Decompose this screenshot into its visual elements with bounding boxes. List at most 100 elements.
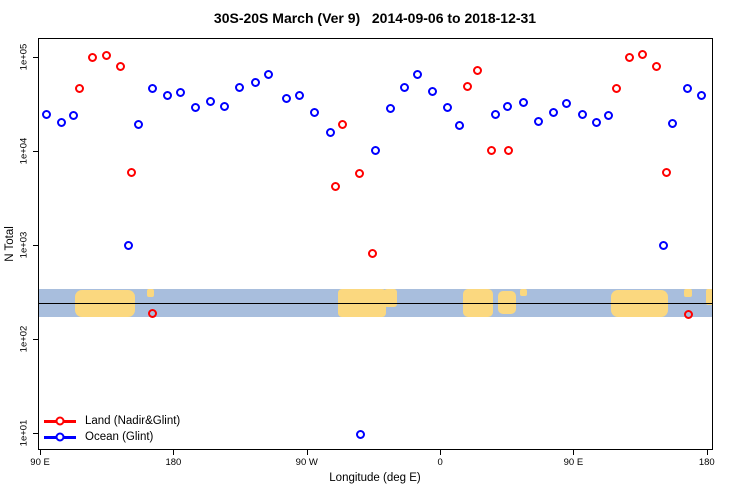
land-shape-south-america	[337, 289, 387, 318]
y-axis-tick	[33, 244, 38, 246]
land-shape-madagascar	[498, 290, 516, 314]
data-point-land	[116, 61, 126, 71]
data-point-ocean	[123, 241, 133, 251]
y-axis-tick-label: 1e+03	[18, 231, 30, 259]
y-axis-tick	[33, 150, 38, 152]
data-point-ocean	[147, 83, 157, 93]
land-shape-new-caledonia-pass1	[147, 289, 155, 298]
y-axis-tick-label: 1e+01	[18, 419, 30, 447]
x-axis-tick-label: 90 W	[295, 457, 318, 468]
data-point-land	[148, 309, 158, 319]
data-point-ocean	[41, 109, 51, 119]
plot-area	[38, 38, 713, 450]
data-point-ocean	[549, 107, 559, 117]
data-point-ocean	[491, 109, 501, 119]
x-axis-label: Longitude (deg E)	[329, 472, 421, 484]
x-axis-tick-label: 180	[698, 457, 715, 468]
x-axis-tick	[440, 450, 442, 455]
x-axis-tick	[173, 450, 175, 455]
x-axis-tick-label: 180	[165, 457, 182, 468]
data-point-ocean	[295, 91, 305, 101]
legend-open-circle-icon	[55, 416, 65, 426]
data-point-ocean	[428, 87, 438, 97]
y-axis-tick-label: 1e+05	[18, 43, 30, 71]
legend: Land (Nadir&Glint) Ocean (Glint)	[44, 413, 180, 445]
y-axis-tick	[33, 56, 38, 58]
x-axis-tick	[573, 450, 575, 455]
data-point-land	[368, 248, 378, 258]
data-point-ocean	[133, 120, 143, 130]
data-point-land	[101, 50, 111, 60]
plot-frame	[38, 38, 713, 450]
data-point-land	[487, 146, 497, 156]
legend-label: Land (Nadir&Glint)	[85, 415, 181, 427]
data-point-ocean	[519, 97, 529, 107]
land-shape-fiji-edge	[706, 289, 713, 305]
data-point-land	[87, 53, 97, 63]
data-point-ocean	[400, 82, 410, 92]
data-point-ocean	[162, 91, 172, 101]
data-point-ocean	[668, 119, 678, 129]
data-point-ocean	[309, 107, 319, 117]
data-point-land	[74, 83, 84, 93]
data-point-ocean	[235, 82, 245, 92]
data-point-ocean	[190, 103, 200, 113]
y-axis-tick-label: 1e+04	[18, 137, 30, 165]
legend-line-sample	[44, 416, 76, 426]
land-shape-islets	[519, 289, 527, 297]
data-point-land	[652, 61, 662, 71]
data-point-ocean	[534, 117, 544, 127]
legend-line-sample	[44, 432, 76, 442]
data-point-land	[662, 168, 672, 178]
data-point-ocean	[659, 241, 669, 251]
legend-label: Ocean (Glint)	[85, 431, 154, 443]
data-point-ocean	[683, 83, 693, 93]
data-point-ocean	[371, 146, 381, 156]
data-point-ocean	[604, 110, 614, 120]
legend-item-ocean: Ocean (Glint)	[44, 429, 180, 445]
land-shape-africa	[463, 289, 493, 318]
chart-title: 30S-20S March (Ver 9) 2014-09-06 to 2018…	[213, 10, 537, 26]
data-point-ocean	[443, 103, 453, 113]
data-point-ocean	[264, 70, 274, 80]
y-axis-tick	[33, 432, 38, 434]
legend-item-land: Land (Nadir&Glint)	[44, 413, 180, 429]
data-point-ocean	[250, 77, 260, 87]
x-axis-tick	[40, 450, 42, 455]
data-point-land	[473, 65, 483, 75]
y-axis-tick-label: 1e+02	[18, 325, 30, 353]
data-point-ocean	[205, 96, 215, 106]
land-shape-new-caledonia-pass2	[683, 289, 693, 298]
data-point-land	[504, 146, 514, 156]
data-point-ocean	[386, 104, 396, 114]
data-point-land	[684, 310, 694, 320]
x-axis-tick-label: 0	[437, 457, 443, 468]
data-point-land	[463, 81, 473, 91]
data-point-ocean	[68, 110, 78, 120]
data-point-land	[331, 182, 341, 192]
data-point-land	[355, 169, 365, 179]
data-point-ocean	[578, 109, 588, 119]
data-point-land	[126, 168, 136, 178]
y-axis-label: N Total	[4, 226, 16, 262]
land-shape-south-america-east	[383, 289, 398, 307]
data-point-land	[338, 120, 348, 130]
data-point-ocean	[220, 102, 230, 112]
band-center-line	[38, 303, 713, 305]
data-point-ocean	[281, 93, 291, 103]
legend-open-circle-icon	[55, 432, 65, 442]
data-point-ocean	[562, 98, 572, 108]
x-axis-tick-label: 90 E	[563, 457, 584, 468]
data-point-ocean	[592, 118, 602, 128]
data-point-ocean	[697, 91, 707, 101]
data-point-ocean	[413, 70, 423, 80]
x-axis-tick	[706, 450, 708, 455]
data-point-ocean	[356, 430, 366, 440]
x-axis-tick-label: 90 E	[30, 457, 50, 468]
data-point-ocean	[503, 102, 513, 112]
data-point-land	[638, 49, 648, 59]
data-point-ocean	[56, 118, 66, 128]
data-point-ocean	[175, 88, 185, 98]
data-point-ocean	[325, 127, 335, 137]
